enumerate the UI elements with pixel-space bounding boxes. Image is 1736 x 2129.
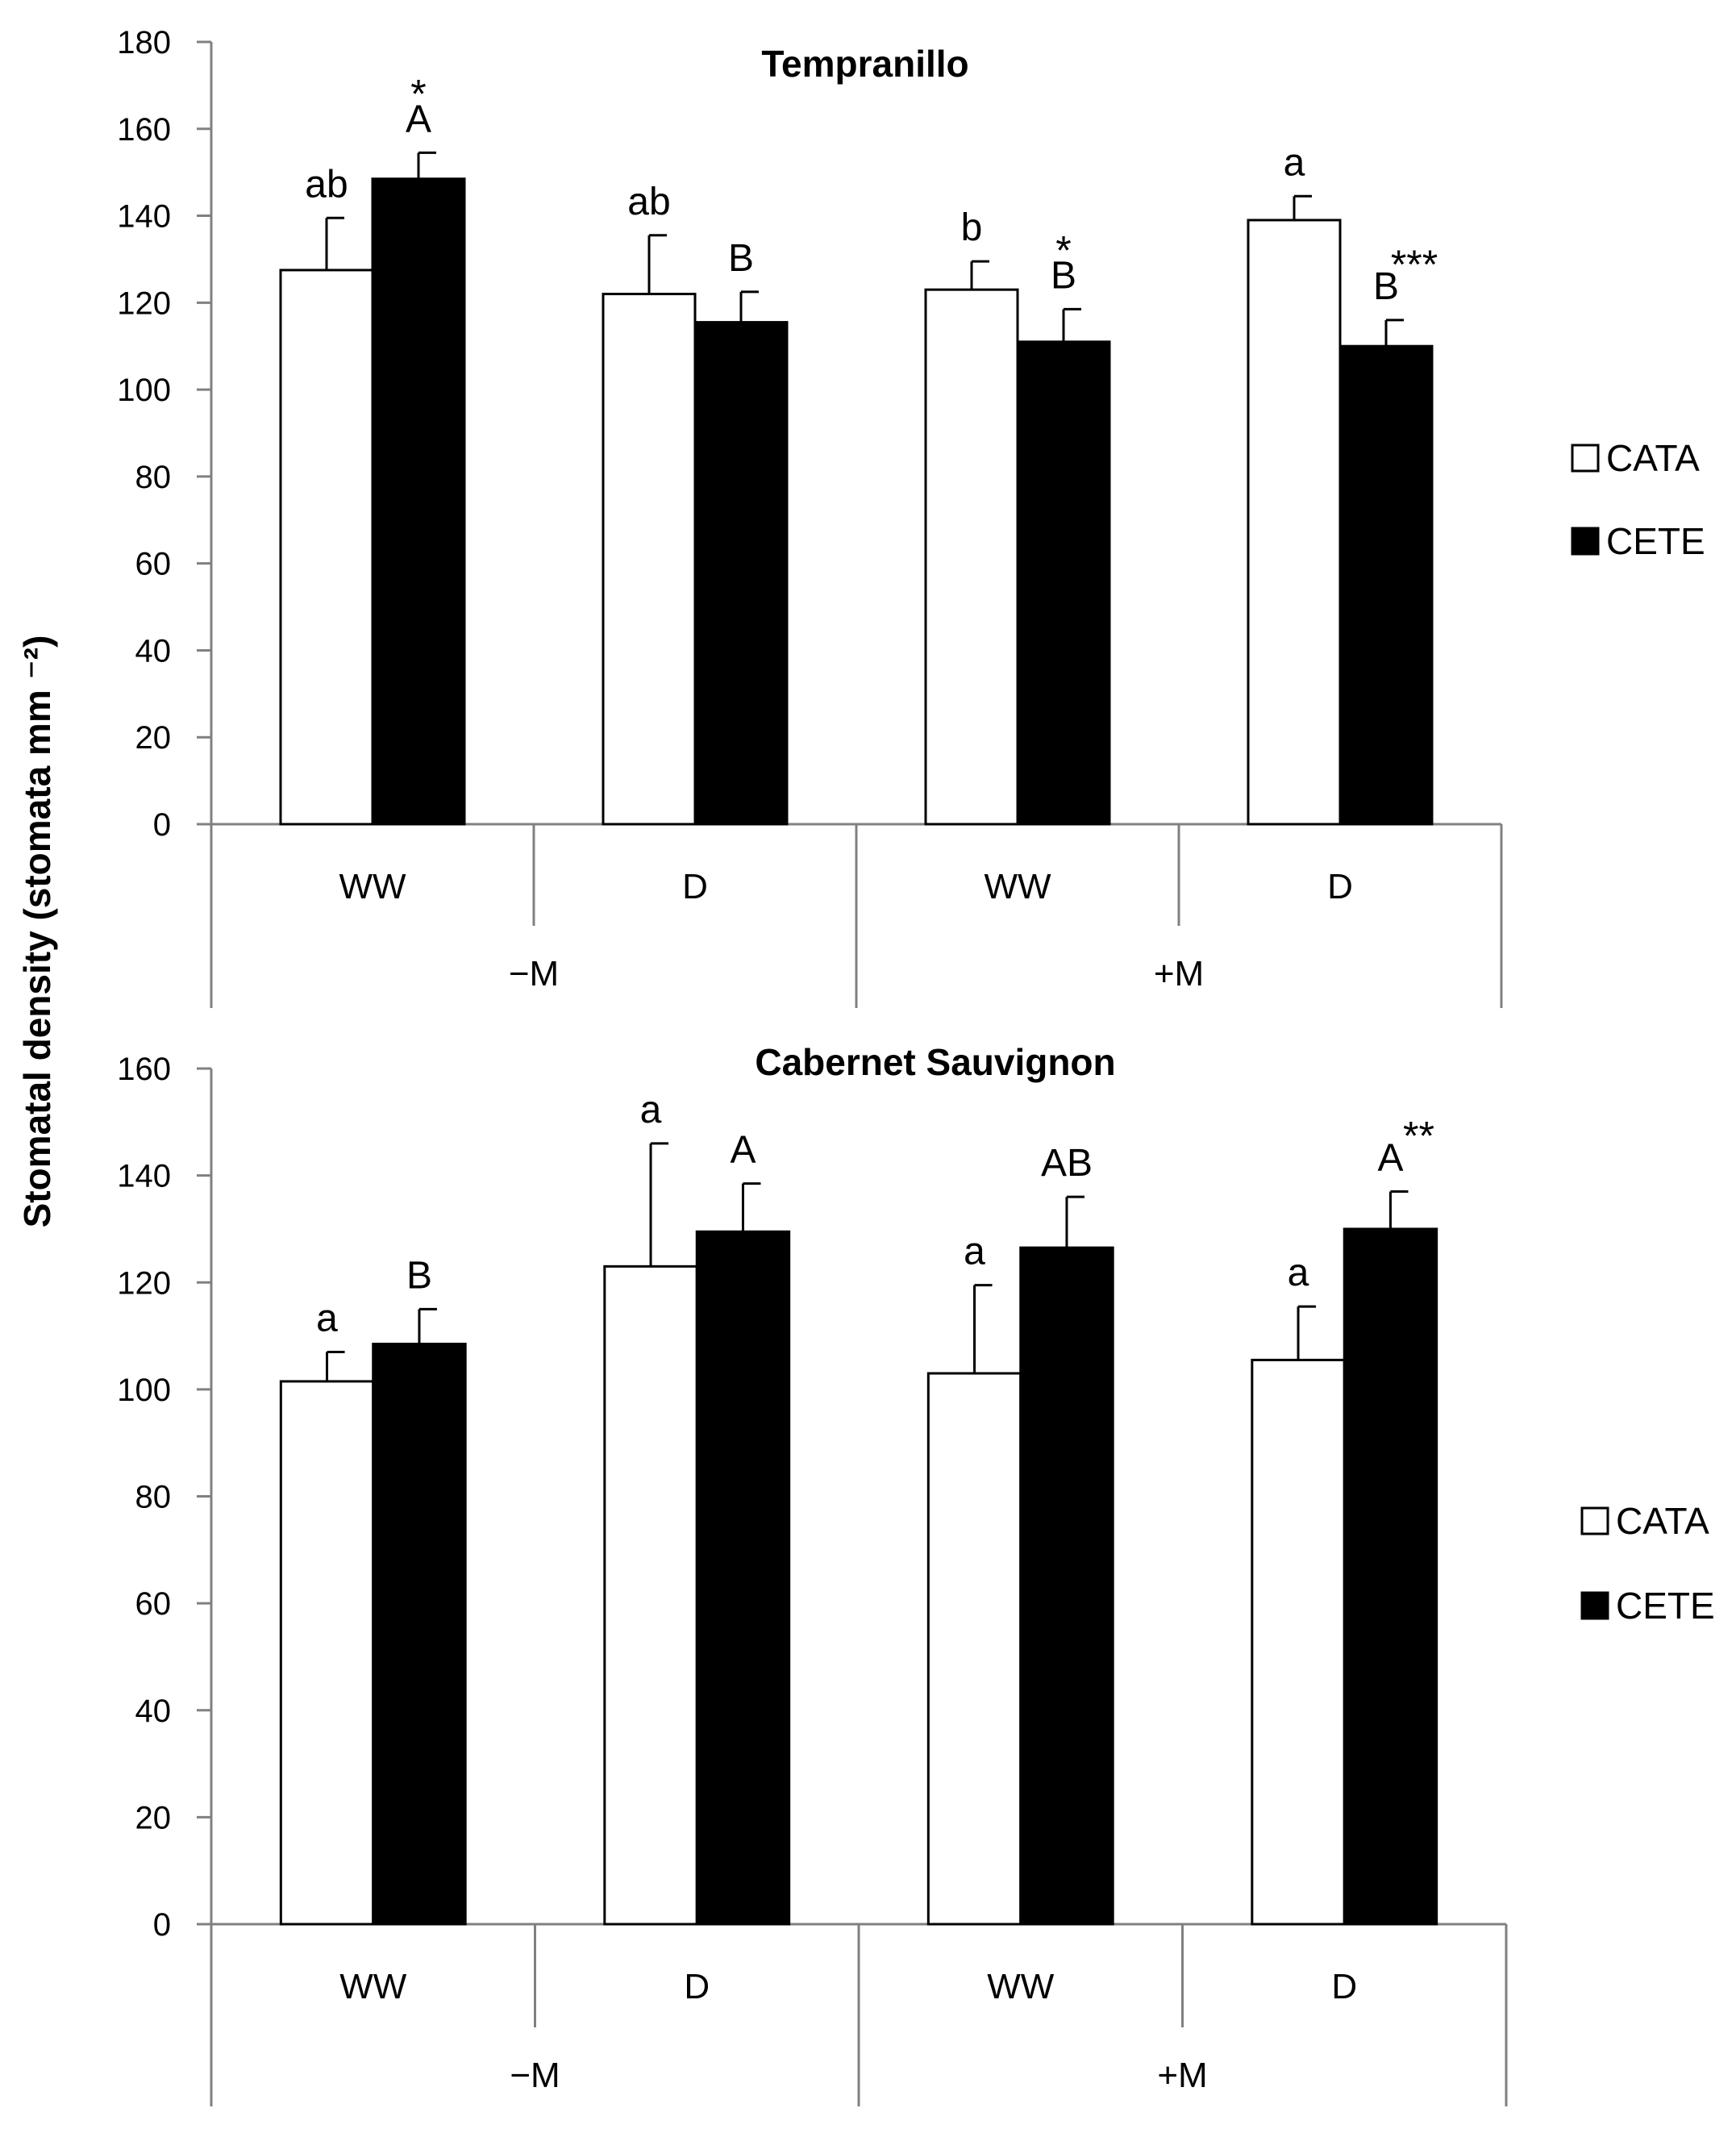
x-category-label-ww: WW <box>984 867 1051 906</box>
tempranillo-panel: 0 20 40 60 80 100 120 140 160 180 WW D WW D −M +M ab ab b a… <box>117 25 1705 1008</box>
legend-label-cete: CETE <box>1606 520 1705 562</box>
x-group-label: +M <box>1157 2056 1207 2095</box>
x-category-label-ww: WW <box>987 1967 1055 2006</box>
bar-cete-ww <box>371 177 466 826</box>
x-group-label: −M <box>510 2056 560 2095</box>
bar-cete-ww <box>1019 1246 1114 1926</box>
bar-cata-d <box>1251 1358 1346 1926</box>
legend-swatch-cata <box>1571 444 1600 473</box>
y-tick-label: 60 <box>135 1586 172 1622</box>
x-category-label-d: D <box>1327 867 1353 906</box>
x-category-label-d: D <box>684 1967 710 2006</box>
y-tick-label: 20 <box>135 1800 172 1835</box>
y-tick-label: 160 <box>117 112 171 148</box>
bar-cete-d <box>1338 344 1434 826</box>
significance-letter: a <box>964 1231 985 1273</box>
bar-cete-d <box>693 321 789 826</box>
cabernet-sauvignon-panel: 0 20 40 60 80 100 120 140 160 WW D WW D −M +M a a a a B A AB A… <box>117 1041 1715 2106</box>
significance-letter: A <box>406 98 431 140</box>
bar-cata-ww <box>279 1380 375 1926</box>
bar-cata-ww <box>926 1372 1022 1926</box>
significance-stars: * <box>410 71 426 116</box>
significance-letter: ab <box>305 163 348 206</box>
bar-cata-ww <box>279 269 374 826</box>
legend-label-cete: CETE <box>1616 1585 1715 1627</box>
bar-cata-d <box>603 1264 698 1926</box>
x-group-label: −M <box>509 954 559 994</box>
significance-stars: *** <box>1391 242 1438 287</box>
significance-letter: B <box>1373 265 1399 308</box>
y-axis-label: Stomatal density (stomata mm ⁻²) <box>16 635 58 1228</box>
y-tick-label: 160 <box>117 1052 171 1087</box>
bar-cata-d <box>602 293 697 826</box>
y-tick-label: 80 <box>135 1480 172 1515</box>
y-tick-label: 120 <box>117 1265 171 1301</box>
legend-swatch-cata <box>1580 1506 1609 1535</box>
significance-letter: A <box>1377 1137 1403 1180</box>
x-category-label-ww: WW <box>339 867 406 906</box>
bar-cete-ww <box>1016 340 1111 826</box>
chart-title: Cabernet Sauvignon <box>755 1041 1115 1083</box>
x-category-label-ww: WW <box>339 1967 407 2006</box>
bar-cete-d <box>1343 1227 1438 1926</box>
y-tick-label: 20 <box>135 720 172 756</box>
significance-letter: a <box>640 1089 662 1131</box>
significance-letter: AB <box>1041 1142 1093 1185</box>
x-category-label-d: D <box>682 867 708 906</box>
significance-letter: b <box>961 206 983 249</box>
y-tick-label: 80 <box>135 460 172 495</box>
chart-title: Tempranillo <box>761 43 968 85</box>
legend-label-cata: CATA <box>1606 437 1700 479</box>
significance-letter: a <box>1288 1252 1309 1294</box>
significance-letter: a <box>316 1297 338 1339</box>
significance-stars: * <box>1055 227 1071 273</box>
y-tick-label: 0 <box>153 1907 171 1943</box>
x-group-label: +M <box>1154 954 1204 994</box>
significance-letter: B <box>728 237 754 280</box>
significance-letter: ab <box>627 181 670 223</box>
y-tick-label: 40 <box>135 633 172 669</box>
y-tick-label: 100 <box>117 373 171 408</box>
y-tick-label: 140 <box>117 1159 171 1194</box>
significance-letter: B <box>406 1254 432 1297</box>
y-tick-label: 120 <box>117 285 171 321</box>
significance-stars: ** <box>1403 1114 1434 1159</box>
bar-cata-ww <box>924 288 1019 826</box>
legend-swatch-cete <box>1580 1591 1609 1620</box>
x-category-label-d: D <box>1331 1967 1357 2006</box>
y-tick-label: 60 <box>135 547 172 582</box>
bar-cete-ww <box>372 1343 467 1926</box>
bar-cete-d <box>695 1230 791 1926</box>
y-tick-label: 180 <box>117 25 171 60</box>
legend-label-cata: CATA <box>1616 1500 1709 1542</box>
legend-swatch-cete <box>1571 527 1600 556</box>
y-tick-label: 140 <box>117 199 171 235</box>
y-tick-label: 0 <box>153 807 171 843</box>
bar-cata-d <box>1247 219 1342 826</box>
significance-letter: A <box>730 1129 756 1172</box>
y-tick-label: 100 <box>117 1373 171 1408</box>
significance-letter: B <box>1051 254 1076 297</box>
y-tick-label: 40 <box>135 1694 172 1729</box>
significance-letter: a <box>1284 141 1305 184</box>
